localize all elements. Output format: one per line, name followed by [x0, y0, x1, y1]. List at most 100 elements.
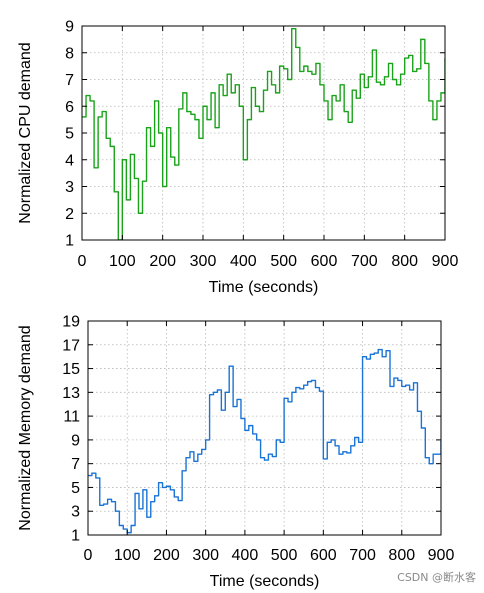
data-point [338, 453, 340, 455]
y-axis-label: Normalized CPU demand [17, 42, 34, 223]
x-tick-label: 200 [149, 253, 176, 270]
data-point [193, 460, 195, 462]
data-point [315, 62, 317, 65]
y-tick-label: 3 [71, 504, 80, 521]
data-point [238, 105, 240, 107]
chart-1: 0 100 200 300 400 500 600 700 800 900 1 2 3 4 5 6 7 8 9 Tim… [17, 19, 458, 297]
data-point [408, 54, 410, 57]
data-point [201, 448, 203, 450]
data-point [93, 167, 95, 169]
data-point [279, 441, 281, 443]
y-tick-label: 3 [65, 179, 74, 196]
x-tick-label: 900 [428, 547, 455, 564]
data-point [385, 350, 387, 352]
x-tick-label: 500 [270, 253, 297, 270]
data-point [291, 391, 293, 393]
data-point [244, 429, 246, 431]
data-point [303, 384, 305, 386]
data-point [373, 352, 375, 354]
data-point [359, 73, 361, 75]
data-point [358, 441, 360, 443]
data-point [319, 84, 321, 86]
data-point [263, 459, 266, 461]
data-point [210, 92, 212, 94]
data-point [190, 113, 192, 115]
data-point [387, 62, 390, 65]
data-point [331, 94, 333, 97]
data-point [295, 386, 297, 389]
data-point [409, 389, 411, 391]
data-point [181, 470, 183, 472]
data-point [436, 453, 438, 455]
data-point [396, 84, 398, 86]
data-point [174, 164, 176, 166]
data-point [113, 191, 115, 193]
data-point [91, 472, 93, 474]
data-point [371, 49, 373, 51]
data-point [307, 70, 309, 73]
data-point [339, 84, 341, 86]
data-point [137, 212, 140, 214]
data-point [198, 137, 200, 139]
watermark-text: CSDN @断水客 [397, 571, 476, 584]
data-point [350, 445, 352, 447]
data-point [393, 377, 395, 379]
data-point [154, 495, 156, 497]
data-point [283, 397, 285, 399]
data-point [416, 68, 418, 70]
data-point [145, 127, 148, 129]
y-tick-label: 6 [65, 99, 74, 116]
y-tick-label: 13 [62, 385, 80, 402]
data-point [121, 159, 123, 161]
y-tick-label: 8 [65, 45, 74, 62]
data-point [266, 70, 269, 73]
data-point [397, 379, 399, 382]
data-point [412, 382, 415, 384]
data-point [165, 485, 168, 487]
data-point [299, 70, 301, 73]
data-point [365, 358, 368, 360]
data-point [346, 452, 348, 454]
data-point [173, 496, 175, 498]
data-point [381, 356, 383, 358]
data-point [401, 385, 403, 387]
data-point [99, 504, 101, 506]
data-point [146, 516, 148, 518]
data-point [170, 156, 172, 158]
data-point [267, 453, 270, 455]
data-point [177, 499, 179, 502]
data-point [404, 57, 406, 59]
x-axis-label: Time (seconds) [209, 279, 319, 296]
data-point [367, 76, 369, 78]
data-point [322, 458, 324, 460]
data-point [258, 111, 261, 113]
data-point [391, 78, 394, 81]
data-point [323, 100, 325, 102]
data-point [110, 501, 113, 503]
data-point [194, 119, 196, 121]
data-point [428, 463, 430, 465]
data-point [420, 38, 422, 40]
y-tick-label: 7 [65, 72, 74, 89]
data-point [432, 119, 434, 121]
data-point [97, 116, 99, 118]
data-point [166, 127, 168, 129]
data-point [218, 84, 220, 86]
x-tick-label: 600 [311, 253, 338, 270]
data-point [254, 105, 257, 107]
y-tick-label: 15 [62, 361, 80, 378]
data-point [186, 111, 188, 113]
data-point [89, 100, 91, 102]
x-tick-label: 800 [388, 547, 415, 564]
data-point [182, 92, 184, 94]
data-point [226, 73, 228, 75]
data-point [114, 510, 117, 512]
data-point [440, 92, 442, 94]
data-point [134, 492, 136, 494]
data-point [130, 524, 132, 527]
y-tick-label: 9 [65, 19, 74, 36]
data-point [436, 100, 438, 102]
data-point [185, 457, 187, 459]
data-point [141, 180, 144, 182]
data-point [101, 111, 103, 113]
